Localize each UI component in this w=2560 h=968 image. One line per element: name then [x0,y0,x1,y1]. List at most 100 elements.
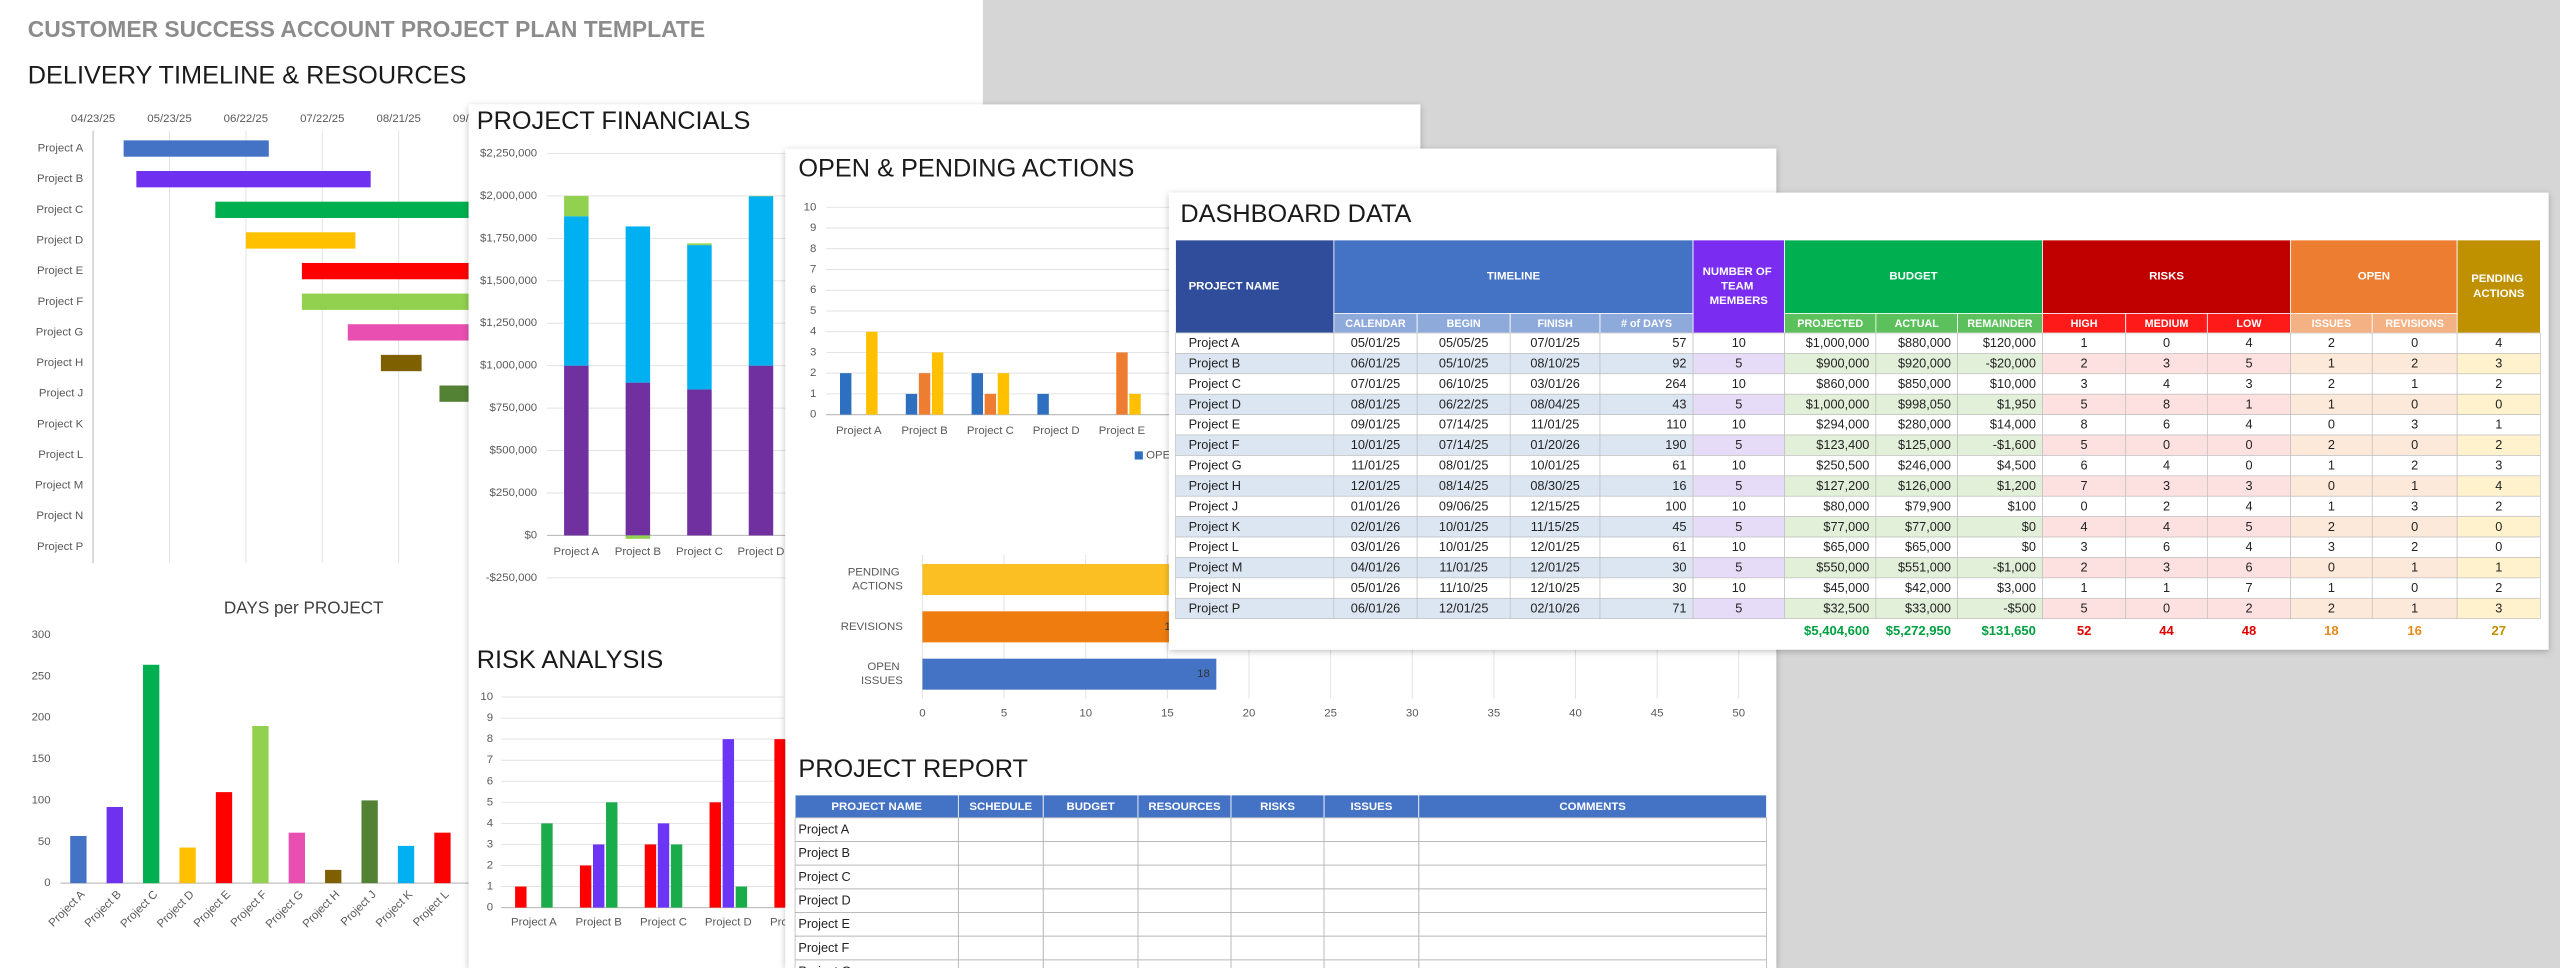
subheader-label: PROJECTED [1797,318,1863,330]
cell-text: 10 [1732,335,1746,350]
cell-text: 12/01/25 [1530,539,1580,554]
cell-text: $65,000 [1823,539,1869,554]
cell-text: 110 [1666,417,1686,432]
table-cell [957,959,1044,968]
cell-text: 08/30/25 [1530,478,1580,493]
cell-text: $42,000 [1905,580,1951,595]
cell-text: $10,000 [1990,376,2036,391]
total-text: 18 [2324,623,2339,638]
cell-text: Project C [1189,376,1241,391]
y-tick-label: $1,000,000 [480,360,537,372]
cell-text: 0 [2245,437,2252,452]
cell-text: 1 [2328,498,2335,513]
cell-text: Project G [1189,458,1242,473]
bar [984,393,997,415]
cell-text: Project G [798,963,851,968]
total-text: 52 [2077,623,2092,638]
y-tick-label: 1 [487,881,493,893]
cell-text: 16 [1672,478,1686,493]
table-cell [1323,959,1420,968]
subheader-label: ACTUAL [1895,318,1940,330]
chart-title: OPEN & PENDING ACTIONS [798,154,1134,182]
y-tick-label: 0 [810,409,816,421]
cell-text: $550,000 [1816,560,1869,575]
cell-text: $850,000 [1898,376,1951,391]
y-tick-label: OPEN ISSUES [861,661,903,687]
x-tick-label: 15 [1161,707,1174,719]
cell-text: 190 [1665,437,1686,452]
cell-text: 6 [2163,539,2170,554]
cell-text: 05/10/25 [1439,356,1489,371]
cell-text: 61 [1672,539,1686,554]
cell-text: 57 [1672,335,1686,350]
cell-text: 02/10/26 [1530,600,1580,615]
y-tick-label: $2,250,000 [480,147,537,159]
cell-text: 12/01/25 [1530,560,1580,575]
header-label: BUDGET [1067,801,1115,813]
y-tick-label: 10 [804,201,817,213]
text-line: MEMBERS [1710,295,1769,307]
cell-text: $860,000 [1816,376,1869,391]
cell-text: 5 [1735,560,1742,575]
y-tick-label: $500,000 [490,445,538,457]
cell-text: 2 [2495,580,2502,595]
text-line: OPEN [867,661,903,673]
y-tick-label: REVISIONS [841,621,904,633]
header-label: SCHEDULE [969,801,1032,813]
header-label: RISKS [2149,271,2184,283]
bar [735,886,748,908]
header-label: RESOURCES [1148,801,1221,813]
x-tick-label: 04/23/25 [71,113,115,125]
cell-text: 5 [2245,356,2252,371]
cell-text: 3 [2411,498,2418,513]
cell-text: 0 [2411,437,2418,452]
header-cell [2042,239,2292,314]
table-cell [1042,959,1139,968]
cell-text: 12/10/25 [1530,580,1580,595]
cell-text: 4 [2245,498,2252,513]
x-tick-label: Project D [705,916,752,928]
cell-text: 5 [1735,478,1742,493]
cell-text: 01/20/26 [1530,437,1580,452]
header-label: NUMBER OF TEAM MEMBERS [1703,266,1775,307]
cell-text: 0 [2163,437,2170,452]
cell-text: 4 [2163,519,2170,534]
cell-text: 1 [2328,580,2335,595]
cell-text: 5 [1735,437,1742,452]
table-cell [1418,959,1767,968]
x-tick-label: 06/22/25 [224,113,268,125]
cell-text: 6 [2163,417,2170,432]
cell-text: 1 [2163,580,2170,595]
y-tick-label: 8 [810,243,816,255]
cell-text: 0 [2411,580,2418,595]
bar [709,802,721,908]
cell-text: 30 [1672,560,1686,575]
cell-text: Project H [1189,478,1241,493]
cell-text: 71 [1672,600,1686,615]
cell-text: 0 [2495,519,2502,534]
cell-text: 0 [2495,396,2502,411]
cell-text: Project C [798,869,850,884]
cell-text: 10 [1732,376,1746,391]
cell-text: 06/22/25 [1439,396,1489,411]
cell-text: 100 [1665,498,1686,513]
total-text: 44 [2159,623,2174,638]
bar [606,802,618,908]
cell-text: $127,200 [1816,478,1869,493]
x-tick-label: 35 [1488,707,1501,719]
cell-text: 08/10/25 [1530,356,1580,371]
bar [657,823,670,908]
cell-text: $1,000,000 [1806,396,1870,411]
bar [722,739,735,908]
cell-text: 0 [2245,458,2252,473]
text-line: NUMBER OF [1703,266,1775,278]
cell-text: 1 [2328,356,2335,371]
y-tick-label: Project P [37,541,83,553]
cell-text: Project E [1189,417,1241,432]
cell-text: 10 [1732,580,1746,595]
cell-text: 1 [2495,560,2502,575]
cell-text: $551,000 [1898,560,1951,575]
y-tick-label: -$250,000 [486,572,537,584]
x-tick-label: Project C [640,916,687,928]
subheader-label: FINISH [1537,318,1573,330]
